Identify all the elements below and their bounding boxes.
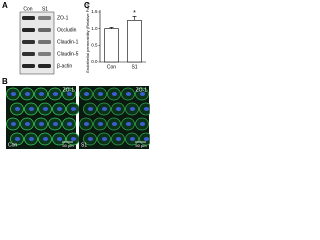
nucleus	[129, 137, 136, 141]
nucleus	[42, 107, 49, 111]
nucleus	[97, 122, 104, 126]
y-tick-label: 0.0	[91, 59, 98, 64]
error-bar	[109, 27, 114, 29]
nucleus	[28, 137, 35, 141]
nucleus	[28, 107, 35, 111]
protein-label: β-actin	[57, 63, 72, 69]
band	[22, 52, 35, 56]
nucleus	[42, 137, 49, 141]
nucleus	[115, 107, 122, 111]
nucleus	[101, 107, 108, 111]
nucleus	[129, 107, 136, 111]
nucleus	[125, 122, 132, 126]
nucleus	[139, 122, 146, 126]
protein-label: Occludin	[57, 27, 77, 33]
nucleus	[52, 122, 59, 126]
band	[22, 40, 35, 44]
nucleus	[97, 92, 104, 96]
x-tick-label: Con	[107, 64, 116, 70]
nucleus	[87, 107, 94, 111]
panel-label: A	[2, 1, 8, 10]
nucleus	[83, 92, 90, 96]
x-tick-label: S1	[131, 64, 137, 70]
nucleus	[38, 92, 45, 96]
nucleus	[125, 92, 132, 96]
error-bar	[132, 16, 137, 21]
condition-label: Con	[8, 142, 17, 148]
nucleus	[111, 92, 118, 96]
scale-label: 50 µm	[135, 143, 147, 148]
nucleus	[66, 122, 73, 126]
bar	[127, 20, 142, 63]
band	[38, 64, 51, 68]
band	[22, 16, 35, 20]
band	[22, 64, 35, 68]
y-tick-label: 1.0	[91, 26, 98, 31]
nucleus	[87, 137, 94, 141]
band	[38, 28, 51, 32]
nucleus	[115, 137, 122, 141]
stain-label: ZO-1	[63, 87, 75, 93]
band	[38, 16, 51, 20]
nucleus	[24, 122, 31, 126]
y-tick-label: 0.5	[91, 43, 98, 48]
nucleus	[56, 137, 63, 141]
band	[22, 28, 35, 32]
band	[38, 52, 51, 56]
nucleus	[70, 137, 77, 141]
nucleus	[38, 122, 45, 126]
stain-label: ZO-1	[136, 87, 148, 93]
nucleus	[139, 92, 146, 96]
protein-label: Claudin-1	[57, 39, 79, 45]
nucleus	[24, 92, 31, 96]
nucleus	[14, 137, 21, 141]
lane-label: Con	[23, 6, 32, 12]
nucleus	[70, 107, 77, 111]
nucleus	[10, 92, 17, 96]
nucleus	[143, 107, 150, 111]
lane-label: S1	[42, 6, 48, 12]
y-tick-label: 1.5	[91, 9, 98, 14]
protein-label: ZO-1	[57, 15, 69, 21]
nucleus	[143, 137, 150, 141]
nucleus	[83, 122, 90, 126]
protein-label: Claudin-5	[57, 51, 79, 57]
panel-label: B	[2, 77, 8, 86]
panel-label: C	[84, 1, 90, 10]
band	[38, 40, 51, 44]
bar	[104, 28, 119, 63]
nucleus	[101, 137, 108, 141]
annotation: *	[133, 10, 136, 17]
nucleus	[66, 92, 73, 96]
nucleus	[111, 122, 118, 126]
nucleus	[14, 107, 21, 111]
scale-label: 50 µm	[62, 143, 74, 148]
y-axis-label: Endothelial permeability (Relative Fold)	[85, 3, 90, 73]
nucleus	[10, 122, 17, 126]
nucleus	[56, 107, 63, 111]
nucleus	[52, 92, 59, 96]
figure: A C B Endothelial permeability (Relative…	[2, 1, 150, 149]
condition-label: S1	[81, 142, 87, 148]
